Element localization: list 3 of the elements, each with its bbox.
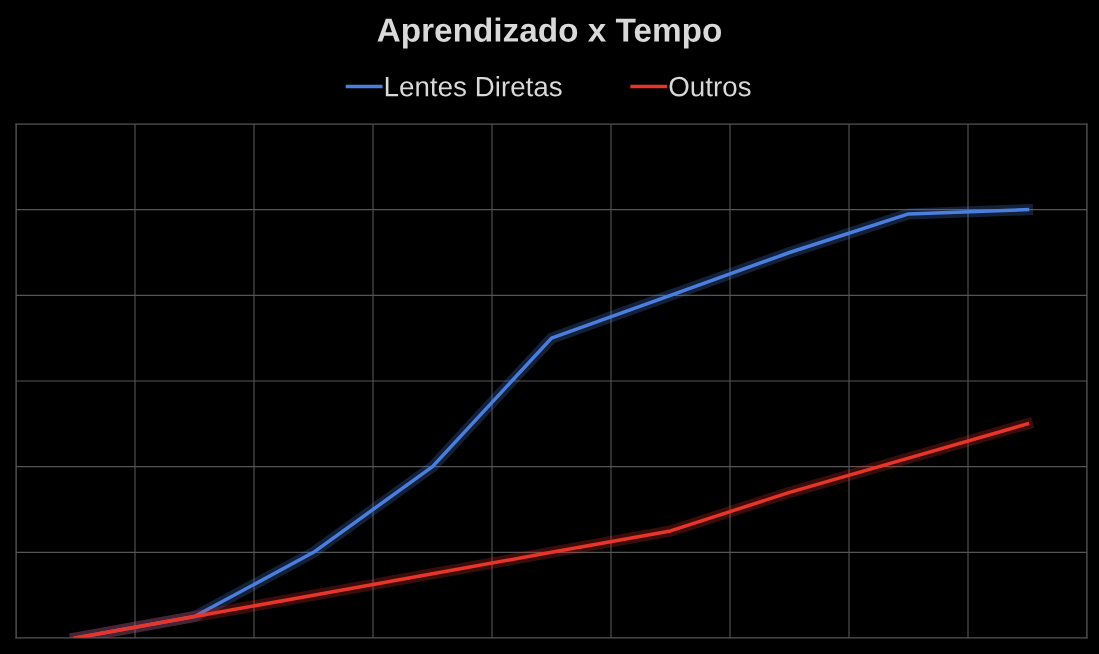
chart-title: Aprendizado x Tempo xyxy=(377,17,722,49)
legend-label: Outros xyxy=(669,76,751,97)
legend-label: Lentes Diretas xyxy=(385,76,562,97)
